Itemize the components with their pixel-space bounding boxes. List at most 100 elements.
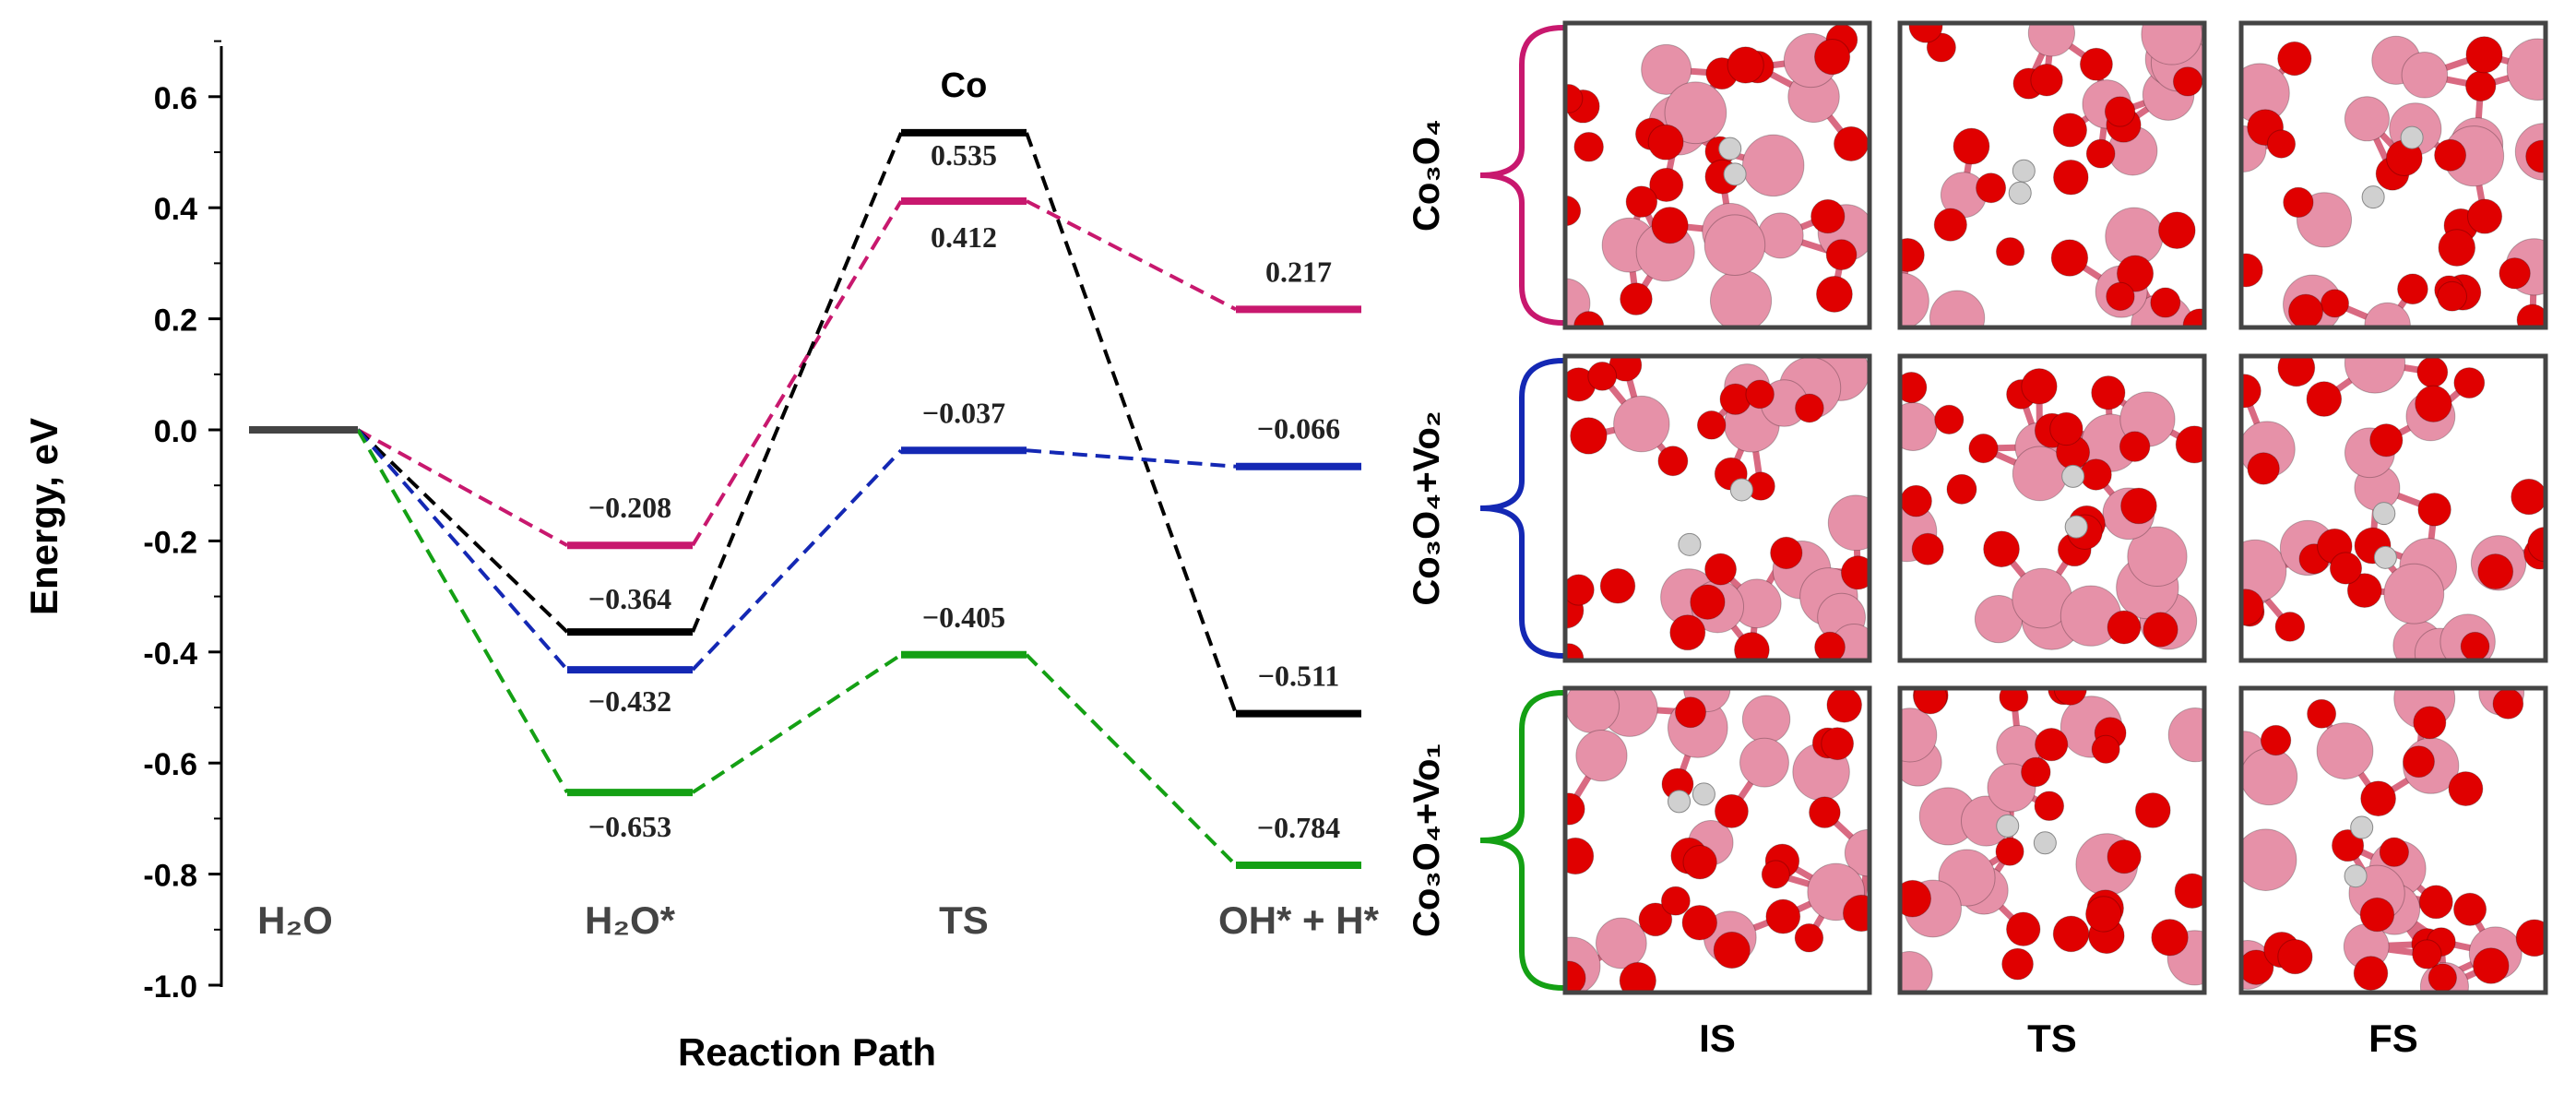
oxygen-atom [1809, 796, 1841, 828]
oxygen-atom [2473, 947, 2510, 984]
y-tick-label: -0.8 [143, 859, 197, 894]
oxygen-atom [1587, 361, 1618, 391]
hydrogen-atom [1678, 532, 1702, 556]
oxygen-atom [2307, 698, 2337, 729]
oxygen-atom [2174, 873, 2204, 910]
cobalt-atom [2344, 356, 2406, 394]
oxygen-atom [1565, 837, 1595, 875]
oxygen-atom [1926, 32, 1956, 63]
oxygen-atom [2091, 375, 2126, 410]
hydrogen-atom [2373, 545, 2397, 569]
oxygen-atom [1821, 727, 1855, 761]
oxygen-atom [2369, 423, 2404, 458]
category-label: OH* + H* [1218, 898, 1380, 942]
oxygen-atom [1953, 127, 1990, 165]
oxygen-atom [2120, 487, 2157, 525]
oxygen-atom [1995, 837, 2024, 866]
oxygen-atom [2359, 897, 2395, 933]
oxygen-atom [1900, 237, 1925, 272]
cobalt-atom [1900, 402, 1938, 451]
hydrogen-atom [2061, 464, 2085, 488]
row-label: Co₃O₄+Vo₁ [1407, 743, 1447, 937]
connector-vo2 [356, 428, 569, 672]
cobalt-atom [1900, 950, 1933, 993]
hydrogen-atom [2033, 831, 2057, 855]
oxygen-atom [1696, 410, 1727, 440]
oxygen-atom [1727, 46, 1764, 84]
oxygen-atom [2465, 36, 2503, 74]
oxygen-atom [1647, 124, 1684, 161]
structure-frame [1897, 685, 2207, 995]
oxygen-atom [1815, 275, 1853, 313]
column-label: IS [1699, 1017, 1736, 1060]
oxygen-atom [1795, 393, 1824, 423]
oxygen-atom [2085, 896, 2122, 933]
structure-image [2238, 685, 2548, 995]
value-label-vo2: −0.432 [588, 684, 671, 718]
oxygen-atom [1900, 879, 1932, 918]
connector-co3o4 [1026, 199, 1237, 312]
category-label: H₂O [257, 898, 333, 942]
cobalt-atom [2127, 526, 2188, 587]
connector-co3o4 [357, 428, 568, 547]
cobalt-atom [1741, 134, 1805, 197]
y-tick-label: -1.0 [143, 969, 197, 1005]
structure-panel: Co₃O₄ Co₃O₄+Vo₂ Co₃O₄+Vo₁ IS TS FS [1407, 20, 2548, 1060]
connector-vo2 [1026, 448, 1237, 469]
oxygen-atom [1625, 185, 1658, 218]
cobalt-atom [2383, 563, 2445, 624]
oxygen-atom [2006, 911, 2041, 946]
structure-image [1897, 353, 2207, 663]
oxygen-atom [2453, 367, 2486, 398]
oxygen-atom [1913, 688, 1948, 715]
energy-profile-chart: 0.6 0.4 0.2 0.0 -0.2 -0.4 -0.6 -0.8 -1.0 −0.208 0… [22, 40, 1380, 1074]
cobalt-atom [2241, 747, 2298, 806]
oxygen-atom [1908, 23, 1943, 43]
oxygen-atom [2053, 159, 2089, 196]
connector-vo1 [691, 653, 903, 794]
structure-frame [1562, 20, 1872, 330]
value-label-vo2: −0.066 [1257, 412, 1340, 446]
oxygen-atom [2241, 949, 2274, 985]
oxygen-atom [2438, 229, 2476, 267]
oxygen-atom [1911, 532, 1944, 565]
row-label: Co₃O₄ [1407, 119, 1447, 232]
oxygen-atom [2266, 129, 2297, 159]
structure-frame [2238, 685, 2548, 995]
cobalt-atom [2167, 707, 2204, 763]
y-tick-label: 0.6 [154, 81, 197, 116]
cobalt-atom [1703, 214, 1766, 276]
oxygen-atom [1999, 688, 2029, 712]
oxygen-atom [1946, 473, 1977, 505]
hydrogen-atom [2350, 815, 2374, 839]
row-brace [1479, 690, 1564, 991]
connector-lines [356, 132, 1238, 867]
oxygen-atom [2091, 734, 2120, 764]
value-label-vo1: −0.653 [588, 810, 671, 843]
column-label: FS [2368, 1017, 2418, 1060]
oxygen-atom [1565, 574, 1595, 606]
y-tick-label: -0.6 [143, 747, 197, 782]
hydrogen-atom [1718, 137, 1742, 161]
y-tick-label: -0.4 [143, 636, 197, 672]
oxygen-atom [2247, 452, 2280, 485]
row-brace [1479, 358, 1564, 659]
oxygen-atom [2379, 837, 2410, 867]
hydrogen-atom [2361, 185, 2385, 209]
oxygen-atom [2151, 919, 2189, 957]
hydrogen-atom [1692, 782, 1715, 806]
oxygen-atom [2035, 728, 2069, 762]
structure-frame [1562, 353, 1872, 663]
cobalt-atom [1900, 708, 1938, 763]
hydrogen-atom [1723, 162, 1747, 186]
oxygen-atom [1734, 632, 1770, 660]
cobalt-atom [1613, 395, 1670, 453]
oxygen-atom [2428, 963, 2457, 993]
cobalt-atom [1739, 737, 1789, 788]
connector-co [356, 428, 569, 634]
oxygen-atom [1660, 886, 1691, 916]
oxygen-atom [2001, 947, 2034, 981]
value-label-co: 0.535 [931, 138, 997, 172]
hydrogen-atom [2400, 125, 2424, 149]
